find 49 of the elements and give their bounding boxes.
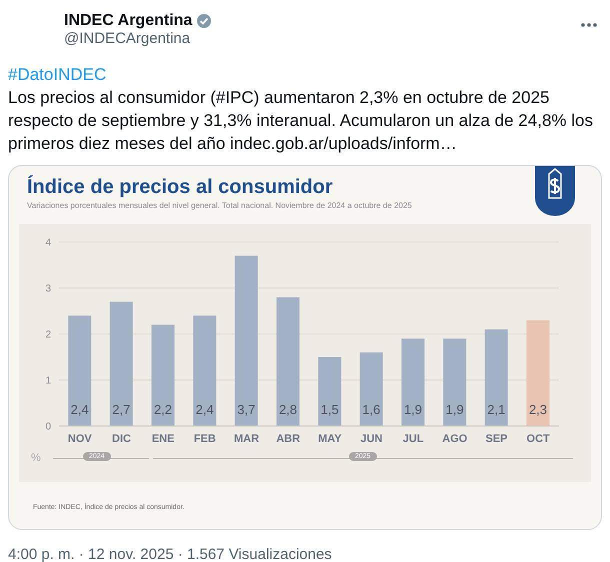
bar xyxy=(360,352,383,426)
x-tick-label: OCT xyxy=(526,432,550,445)
x-tick-label: JUL xyxy=(402,432,424,445)
data-label: 2,7 xyxy=(112,402,130,417)
y-tick-label: 0 xyxy=(45,422,52,433)
x-tick-label: SEP xyxy=(485,432,508,445)
bar xyxy=(193,316,216,426)
y-tick-label: 1 xyxy=(45,376,52,387)
x-tick-label: MAR xyxy=(234,432,260,445)
x-tick-label: AGO xyxy=(442,432,468,445)
bar xyxy=(152,324,174,426)
bar xyxy=(234,256,258,426)
text: Los precios al consumidor (#IPC) aumentaron 2,3% en octubre de 2025 respecto de septiembre y 31,3% interanual. Acumularon un alza de 24,8% los primeros diez meses del año indec.gob.ar/uploads/inform… xyxy=(8,87,594,155)
x-tick-label: JUN xyxy=(360,432,383,445)
text: #DatoINDEC xyxy=(8,64,108,86)
text: INDEC Argentina xyxy=(64,12,192,30)
data-label: 2,1 xyxy=(487,402,506,417)
data-label: 1,9 xyxy=(446,402,464,417)
data-label: 2,4 xyxy=(196,402,214,417)
bar xyxy=(402,338,424,426)
data-label: 2,4 xyxy=(70,402,89,417)
data-label: 1,6 xyxy=(362,402,380,417)
bar xyxy=(110,302,133,426)
bar xyxy=(443,338,466,426)
y-axis-title: % xyxy=(31,452,42,464)
bar xyxy=(484,329,508,426)
data-label: 1,9 xyxy=(404,402,422,417)
x-tick-label: DIC xyxy=(112,432,132,445)
x-tick-label: ENE xyxy=(152,432,174,445)
x-tick-label: MAY xyxy=(318,432,342,445)
text: @INDECArgentina xyxy=(64,30,192,47)
data-label: 1,5 xyxy=(320,402,339,417)
x-tick-label: FEB xyxy=(194,432,216,445)
x-tick-label: NOV xyxy=(68,432,92,445)
y-tick-label: 4 xyxy=(45,238,52,249)
data-label: 2,2 xyxy=(154,402,172,417)
data-label: 3,7 xyxy=(237,402,256,417)
bar xyxy=(526,320,550,426)
x-tick-label: ABR xyxy=(276,432,300,445)
chart-subtitle: Variaciones porcentuales mensuales del nivel general. Total nacional. Noviembre de 2024 a octubre de 2025 xyxy=(26,201,413,210)
y-tick-label: 3 xyxy=(45,284,52,295)
bar xyxy=(276,297,300,426)
y-tick-label: 2 xyxy=(45,330,52,341)
bar xyxy=(318,357,342,426)
data-label: 2,8 xyxy=(278,402,298,417)
data-label: 2,3 xyxy=(528,402,548,417)
bar xyxy=(68,316,92,426)
text: 4:00 p. m. · 12 nov. 2025 · 1.567 Visualizaciones xyxy=(8,546,333,562)
chart-title: Índice de precios al consumidor xyxy=(26,176,334,199)
